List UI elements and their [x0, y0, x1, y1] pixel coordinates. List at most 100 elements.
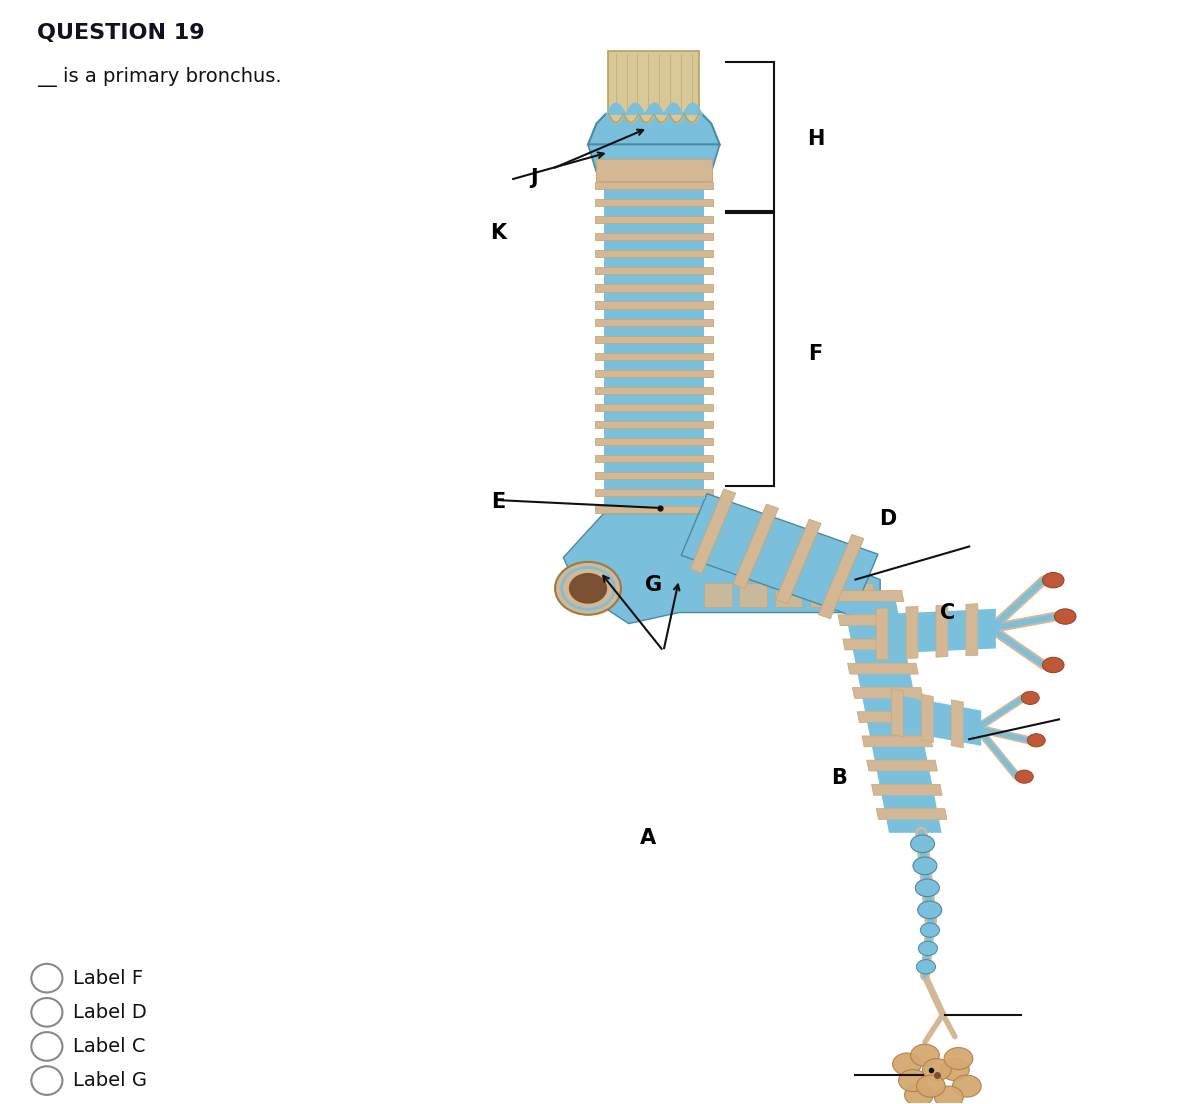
Polygon shape [872, 746, 928, 761]
Polygon shape [892, 689, 904, 736]
Polygon shape [604, 189, 704, 199]
Polygon shape [904, 697, 922, 735]
Polygon shape [852, 688, 923, 699]
Ellipse shape [899, 1070, 928, 1092]
Polygon shape [934, 702, 952, 741]
Polygon shape [978, 608, 996, 649]
Ellipse shape [905, 1084, 934, 1104]
Polygon shape [604, 342, 704, 352]
Polygon shape [604, 360, 704, 370]
Polygon shape [604, 223, 704, 233]
Polygon shape [588, 114, 720, 145]
Ellipse shape [923, 1059, 952, 1081]
Ellipse shape [556, 562, 620, 615]
Ellipse shape [911, 835, 935, 852]
Ellipse shape [569, 573, 607, 604]
Polygon shape [810, 583, 838, 607]
Text: J: J [530, 168, 538, 188]
Ellipse shape [935, 1086, 964, 1104]
Polygon shape [594, 352, 713, 360]
Polygon shape [775, 519, 821, 604]
Ellipse shape [920, 923, 940, 937]
Polygon shape [690, 489, 736, 573]
Polygon shape [733, 505, 779, 588]
Polygon shape [594, 386, 713, 394]
Polygon shape [594, 319, 713, 326]
Polygon shape [604, 411, 704, 421]
Polygon shape [858, 675, 913, 688]
Polygon shape [594, 285, 713, 291]
Polygon shape [604, 206, 704, 216]
Ellipse shape [893, 1053, 922, 1075]
Ellipse shape [1043, 573, 1064, 588]
Polygon shape [594, 438, 713, 445]
Text: D: D [878, 509, 896, 529]
Polygon shape [604, 172, 704, 182]
Text: Label D: Label D [73, 1002, 146, 1022]
Text: C: C [940, 603, 955, 623]
Polygon shape [857, 712, 928, 723]
Polygon shape [596, 159, 712, 181]
Ellipse shape [944, 1048, 973, 1070]
Text: QUESTION 19: QUESTION 19 [37, 23, 205, 43]
Ellipse shape [1021, 691, 1039, 704]
Polygon shape [964, 708, 982, 746]
Polygon shape [604, 497, 704, 507]
Polygon shape [818, 534, 864, 618]
Polygon shape [604, 394, 704, 404]
Polygon shape [594, 455, 713, 463]
Polygon shape [888, 613, 906, 654]
Ellipse shape [911, 1044, 940, 1066]
Polygon shape [594, 301, 713, 309]
Ellipse shape [1027, 734, 1045, 747]
Polygon shape [845, 583, 872, 607]
Polygon shape [936, 605, 948, 657]
Polygon shape [863, 699, 918, 712]
Polygon shape [952, 700, 964, 747]
Polygon shape [906, 606, 918, 659]
Text: K: K [490, 223, 506, 243]
Text: Label G: Label G [73, 1071, 148, 1090]
Text: Label C: Label C [73, 1037, 145, 1055]
Polygon shape [604, 376, 704, 386]
Polygon shape [608, 51, 700, 114]
Ellipse shape [953, 1075, 982, 1097]
Ellipse shape [918, 942, 937, 956]
Text: __ is a primary bronchus.: __ is a primary bronchus. [37, 67, 282, 87]
Polygon shape [868, 723, 923, 736]
Polygon shape [604, 172, 704, 513]
Polygon shape [563, 513, 880, 624]
Ellipse shape [913, 857, 937, 874]
Polygon shape [604, 326, 704, 336]
Polygon shape [682, 493, 878, 616]
Polygon shape [604, 291, 704, 301]
Polygon shape [604, 275, 704, 285]
Polygon shape [594, 251, 713, 257]
Polygon shape [604, 463, 704, 473]
Polygon shape [594, 370, 713, 376]
Polygon shape [844, 602, 899, 615]
Polygon shape [918, 612, 936, 652]
Text: Label F: Label F [73, 968, 143, 988]
Polygon shape [887, 819, 942, 832]
Ellipse shape [1015, 771, 1033, 783]
Polygon shape [594, 216, 713, 223]
Polygon shape [594, 336, 713, 342]
Polygon shape [966, 604, 978, 656]
Polygon shape [848, 626, 904, 639]
Ellipse shape [916, 879, 940, 896]
Polygon shape [588, 145, 720, 172]
Polygon shape [877, 771, 932, 784]
Ellipse shape [917, 959, 936, 974]
Polygon shape [876, 608, 888, 660]
Text: F: F [809, 343, 823, 364]
Polygon shape [594, 182, 713, 189]
Polygon shape [866, 761, 937, 771]
Ellipse shape [918, 901, 942, 919]
Polygon shape [594, 473, 713, 479]
Polygon shape [594, 507, 713, 513]
Polygon shape [704, 583, 732, 607]
Polygon shape [871, 784, 942, 795]
Polygon shape [774, 583, 803, 607]
Ellipse shape [1043, 657, 1064, 672]
